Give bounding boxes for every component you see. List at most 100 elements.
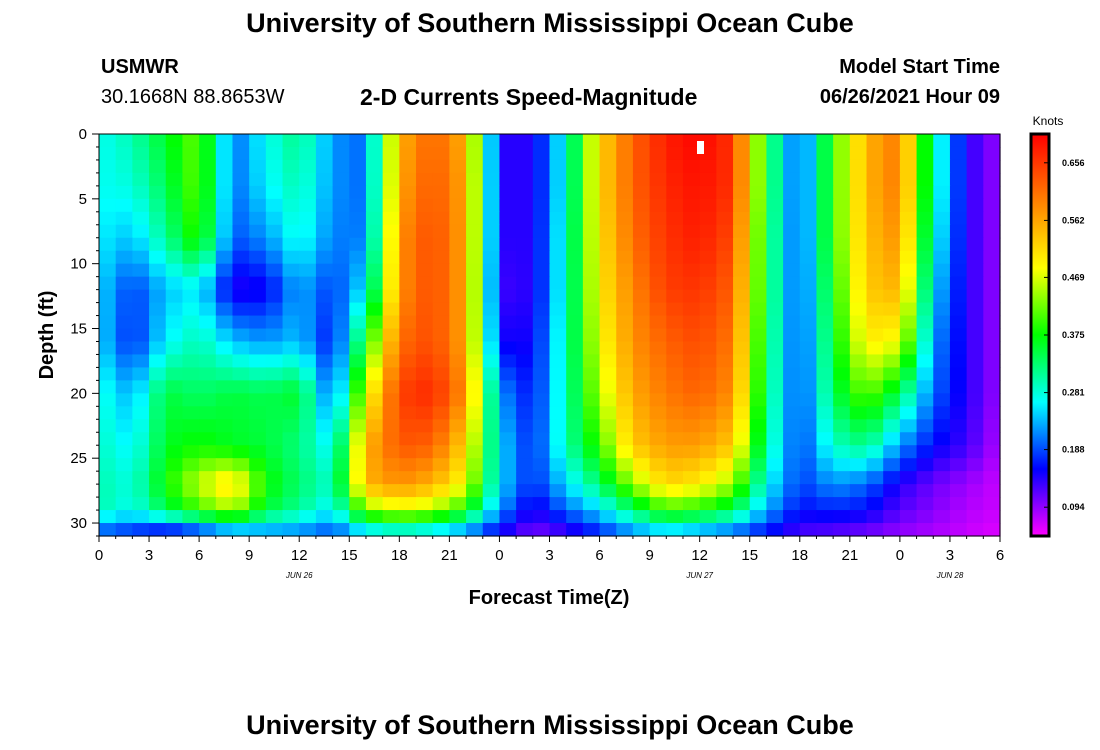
heatmap-cell — [466, 406, 484, 420]
heatmap-cell — [432, 354, 450, 369]
heatmap-cell — [349, 393, 367, 407]
heatmap-cell — [666, 172, 684, 187]
heatmap-cell — [332, 380, 350, 394]
heatmap-cell — [432, 250, 450, 265]
heatmap-cell — [249, 146, 267, 161]
heatmap-cell — [466, 523, 484, 537]
heatmap-cell — [449, 432, 467, 446]
heatmap-cell — [99, 523, 117, 537]
heatmap-cell — [866, 380, 884, 394]
heatmap-cell — [115, 250, 133, 265]
heatmap-cell — [399, 302, 417, 317]
heatmap-cell — [199, 497, 217, 511]
heatmap-cell — [165, 302, 184, 317]
heatmap-cell — [616, 185, 634, 200]
heatmap-cell — [299, 159, 317, 174]
heatmap-cell — [299, 458, 317, 472]
heatmap-cell — [599, 172, 617, 187]
heatmap-cell — [132, 406, 150, 420]
heatmap-cell — [616, 198, 634, 213]
heatmap-cell — [149, 367, 167, 381]
heatmap-cell — [232, 146, 250, 161]
heatmap-cell — [616, 367, 634, 381]
heatmap-cell — [666, 263, 684, 278]
heatmap-cell — [182, 341, 200, 356]
heatmap-cell — [566, 146, 584, 161]
heatmap-cell — [966, 276, 984, 291]
heatmap-cell — [232, 172, 250, 187]
heatmap-cell — [399, 250, 417, 265]
heatmap-cell — [115, 354, 133, 369]
heatmap-cell — [449, 146, 467, 161]
heatmap-cell — [115, 445, 133, 459]
heatmap-cell — [716, 328, 734, 343]
heatmap-cell — [115, 393, 133, 407]
heatmap-cell — [232, 523, 250, 537]
heatmap-cell — [799, 367, 818, 381]
heatmap-cell — [165, 237, 184, 252]
colorbar-tick-label: 0.094 — [1062, 502, 1085, 512]
heatmap-cell — [365, 341, 384, 356]
heatmap-cell — [833, 211, 851, 226]
heatmap-cell — [749, 276, 768, 291]
heatmap-cell — [966, 237, 984, 252]
heatmap-cell — [315, 341, 334, 356]
heatmap-cell — [382, 510, 400, 524]
heatmap-cell — [666, 471, 684, 485]
heatmap-cell — [666, 224, 684, 239]
heatmap-cell — [916, 224, 934, 239]
heatmap-cell — [733, 134, 751, 148]
heatmap-cell — [282, 134, 300, 148]
heatmap-cell — [883, 471, 901, 485]
heatmap-cell — [315, 159, 334, 174]
heatmap-cell — [582, 211, 601, 226]
heatmap-cell — [983, 510, 1001, 524]
heatmap-cell — [733, 510, 751, 524]
heatmap-cell — [249, 406, 267, 420]
heatmap-cell — [833, 172, 851, 187]
heatmap-cell — [816, 458, 834, 472]
heatmap-cell — [232, 224, 250, 239]
heatmap-cell — [983, 302, 1001, 317]
heatmap-cell — [232, 406, 250, 420]
heatmap-cell — [265, 250, 284, 265]
heatmap-cell — [382, 419, 400, 433]
heatmap-cell — [899, 237, 918, 252]
heatmap-cell — [632, 172, 651, 187]
heatmap-cell — [199, 380, 217, 394]
heatmap-cell — [766, 393, 784, 407]
heatmap-cell — [899, 380, 918, 394]
heatmap-cell — [432, 211, 450, 226]
heatmap-cell — [232, 354, 250, 369]
heatmap-cell — [733, 419, 751, 433]
heatmap-cell — [582, 523, 601, 537]
model-start-label: Model Start Time — [839, 56, 1000, 78]
heatmap-cell — [315, 497, 334, 511]
x-day-label: JUN 27 — [685, 571, 713, 580]
heatmap-cell — [215, 289, 234, 304]
heatmap-cell — [249, 471, 267, 485]
heatmap-cell — [549, 302, 567, 317]
x-tick-label: 0 — [95, 547, 103, 564]
heatmap-cell — [516, 134, 534, 148]
heatmap-cell — [215, 445, 234, 459]
heatmap-cell — [983, 393, 1001, 407]
heatmap-cell — [432, 198, 450, 213]
heatmap-cell — [916, 237, 934, 252]
y-tick-label: 20 — [70, 385, 87, 402]
heatmap-cell — [499, 471, 517, 485]
heatmap-cell — [482, 263, 501, 278]
heatmap-cell — [99, 367, 117, 381]
heatmap-cell — [449, 341, 467, 356]
heatmap-cell — [199, 458, 217, 472]
heatmap-cell — [799, 380, 818, 394]
heatmap-cell — [733, 328, 751, 343]
heatmap-cell — [949, 198, 968, 213]
heatmap-cell — [365, 159, 384, 174]
heatmap-cell — [983, 419, 1001, 433]
heatmap-cell — [466, 354, 484, 369]
heatmap-cell — [416, 328, 434, 343]
heatmap-cell — [833, 367, 851, 381]
heatmap-cell — [282, 393, 300, 407]
heatmap-cell — [716, 471, 734, 485]
